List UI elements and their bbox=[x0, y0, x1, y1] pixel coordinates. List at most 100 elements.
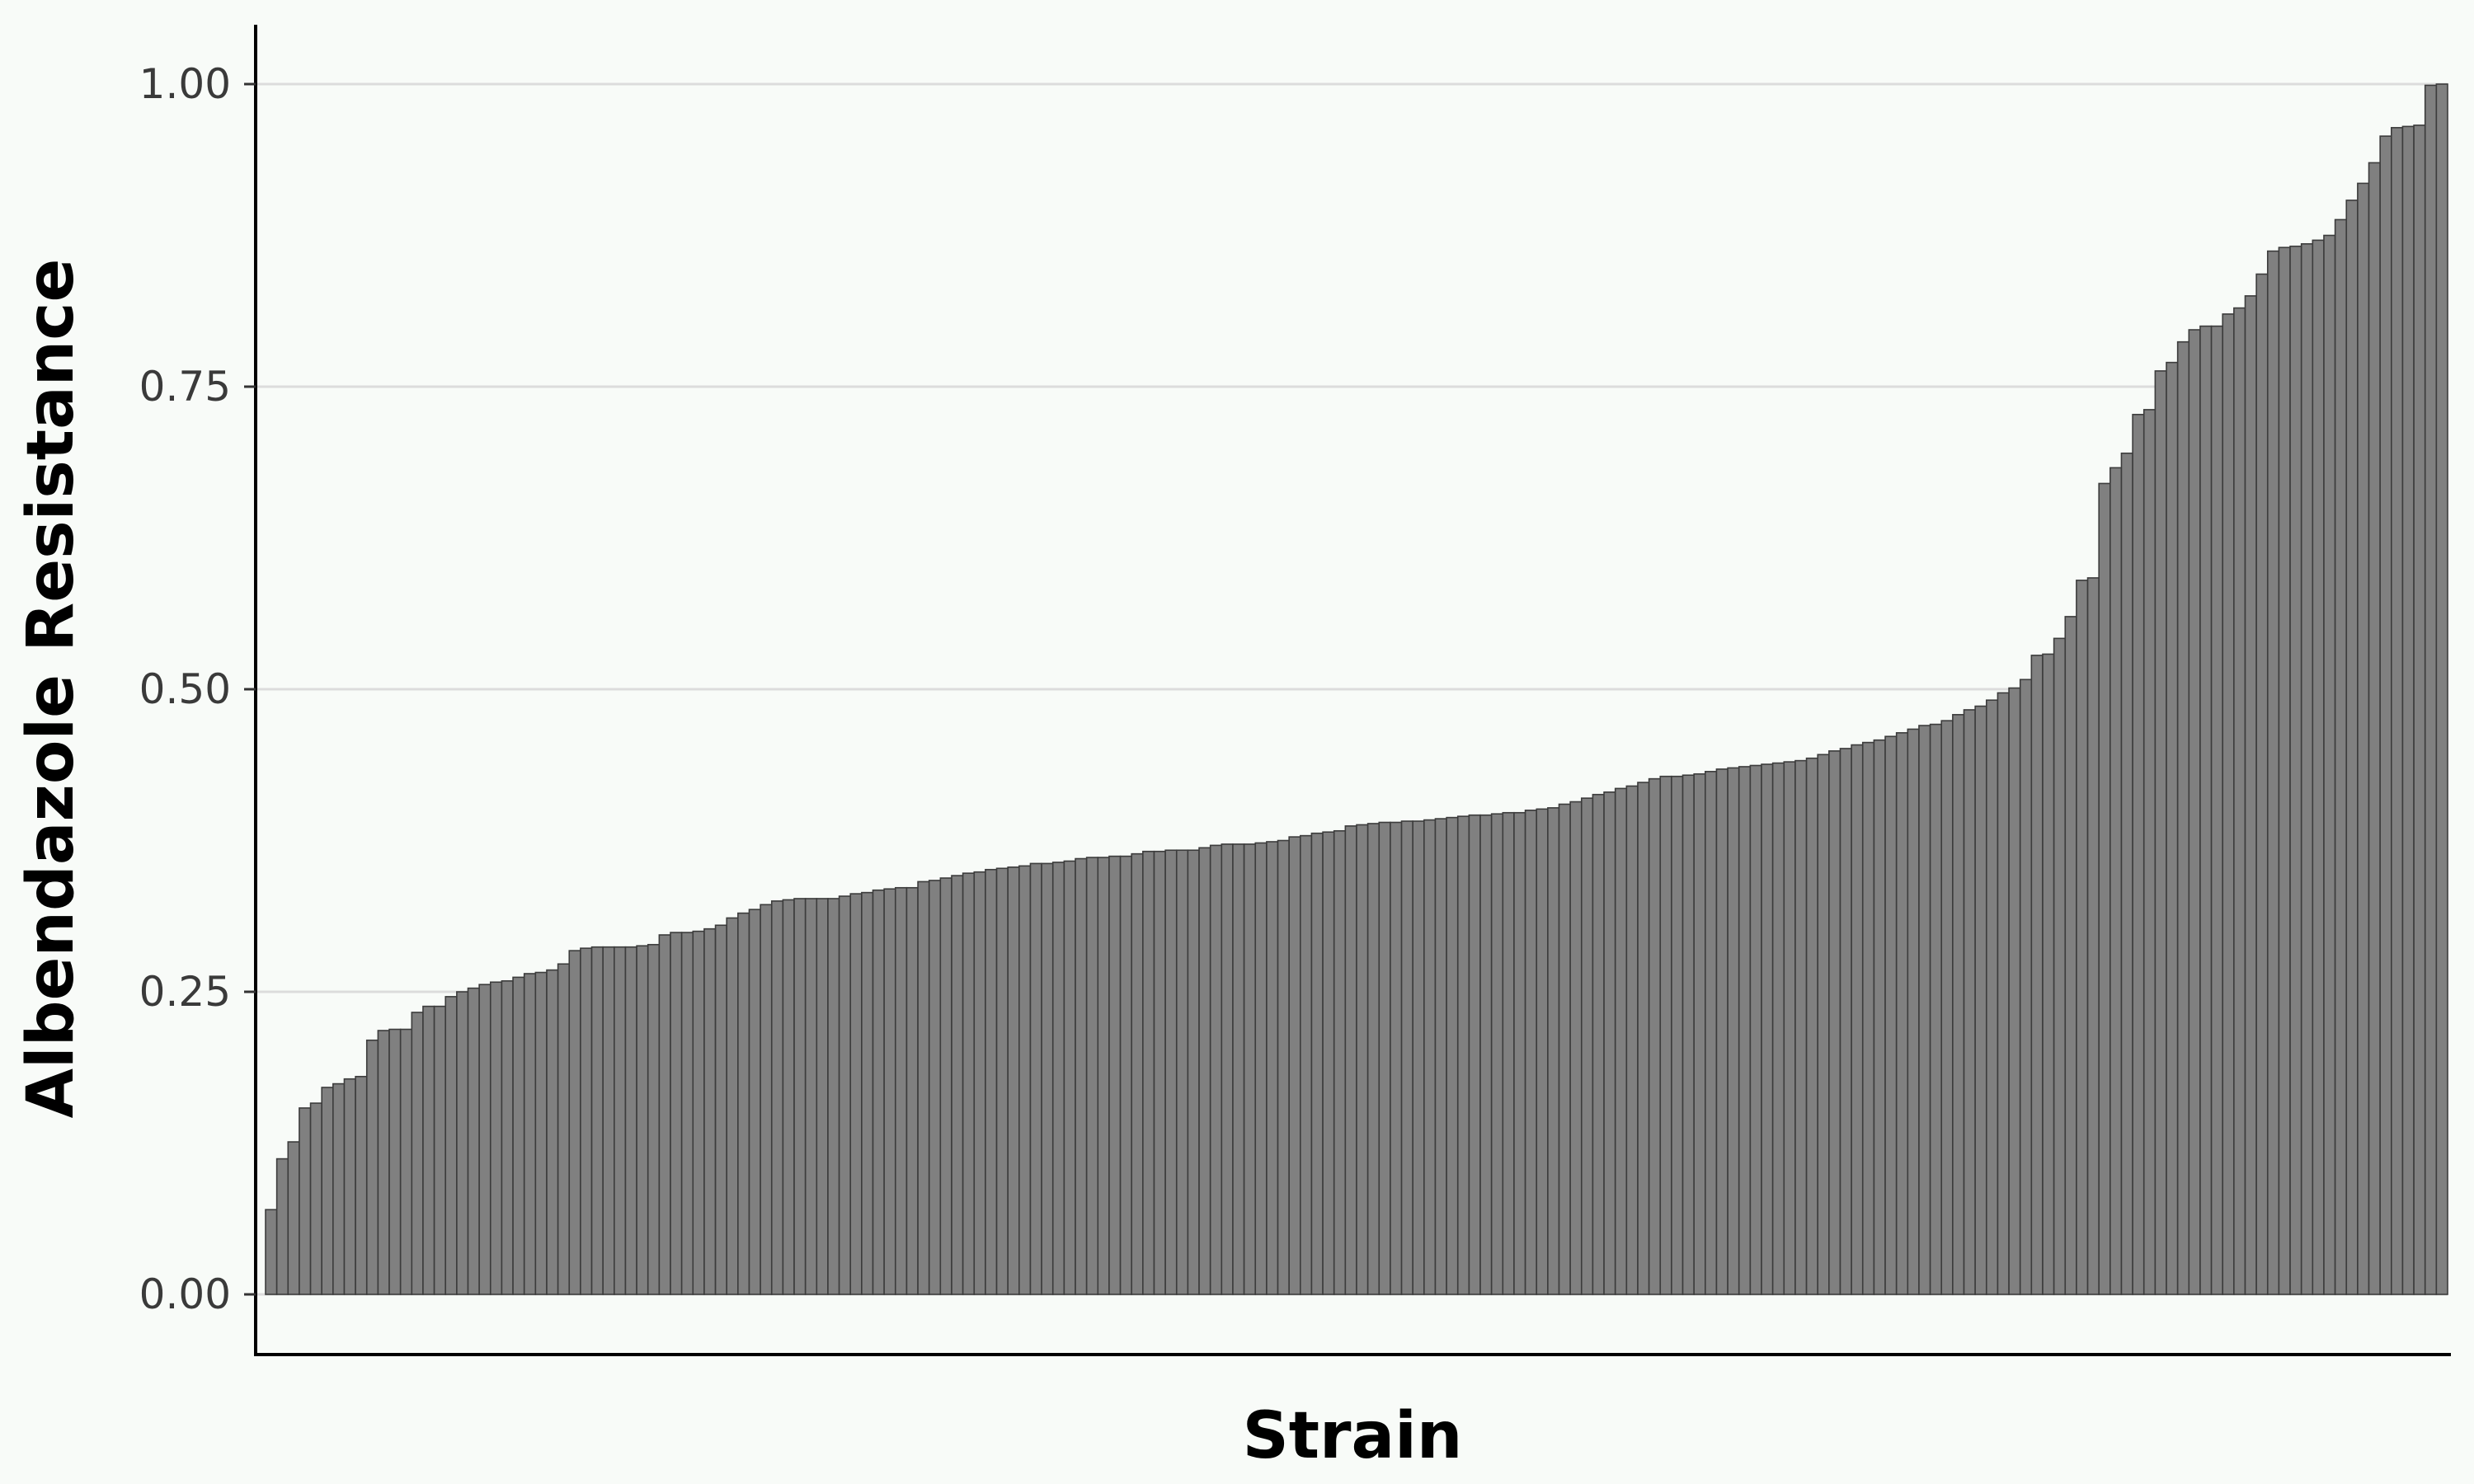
bar bbox=[2278, 247, 2291, 1295]
bar bbox=[2255, 273, 2269, 1295]
bars bbox=[265, 83, 2448, 1295]
bar bbox=[557, 963, 571, 1295]
bar bbox=[1232, 843, 1245, 1295]
bar bbox=[861, 891, 874, 1295]
bar bbox=[1851, 744, 1864, 1295]
bar bbox=[1254, 842, 1268, 1295]
bar bbox=[1209, 844, 1223, 1295]
bar bbox=[2142, 409, 2157, 1295]
bar bbox=[1243, 843, 1257, 1295]
y-tick-label: 0.25 bbox=[139, 968, 231, 1016]
bar bbox=[1929, 723, 1943, 1295]
bar bbox=[928, 880, 942, 1295]
bar bbox=[714, 924, 728, 1295]
bar bbox=[1164, 849, 1178, 1295]
y-tick-label: 0.75 bbox=[139, 363, 231, 411]
bar bbox=[1412, 820, 1425, 1295]
bar bbox=[1918, 725, 1931, 1295]
bar bbox=[1671, 775, 1684, 1295]
bar bbox=[1536, 808, 1549, 1295]
bar bbox=[2188, 329, 2201, 1295]
bar bbox=[1018, 865, 1032, 1295]
y-tick-label: 1.00 bbox=[139, 60, 231, 108]
bar bbox=[287, 1141, 300, 1295]
bar bbox=[1277, 839, 1290, 1295]
bar bbox=[962, 872, 976, 1295]
bar bbox=[872, 889, 885, 1295]
bar bbox=[1715, 768, 1729, 1295]
bar bbox=[1614, 787, 1628, 1295]
bar bbox=[275, 1158, 289, 1295]
bar bbox=[1907, 728, 1920, 1295]
bar bbox=[816, 898, 829, 1295]
bar bbox=[883, 888, 896, 1295]
bar bbox=[2345, 200, 2359, 1295]
bar bbox=[1603, 791, 1616, 1295]
bar bbox=[1131, 852, 1144, 1295]
bar bbox=[1895, 732, 1909, 1295]
bar bbox=[849, 893, 863, 1295]
bar bbox=[534, 971, 548, 1295]
bar bbox=[2312, 239, 2325, 1295]
bar bbox=[1400, 820, 1414, 1295]
bar bbox=[2222, 313, 2235, 1295]
bar bbox=[2008, 687, 2021, 1295]
bar bbox=[2030, 655, 2044, 1295]
bar bbox=[827, 898, 840, 1295]
bar bbox=[1490, 813, 1504, 1295]
bar bbox=[1771, 762, 1785, 1295]
bar bbox=[2357, 182, 2370, 1295]
bar bbox=[2323, 234, 2336, 1295]
bar bbox=[1378, 821, 1391, 1295]
bar bbox=[309, 1102, 322, 1295]
bar bbox=[782, 899, 795, 1295]
bar bbox=[1648, 777, 1662, 1295]
bar bbox=[512, 976, 525, 1295]
bar bbox=[2166, 361, 2179, 1295]
bar bbox=[939, 877, 952, 1295]
bar bbox=[985, 868, 998, 1295]
bar bbox=[1041, 862, 1054, 1295]
bar bbox=[1502, 811, 1515, 1295]
bar bbox=[2120, 452, 2133, 1295]
bar bbox=[299, 1107, 312, 1295]
bar bbox=[1580, 797, 1594, 1295]
bar bbox=[1681, 774, 1695, 1295]
bar bbox=[2368, 162, 2381, 1295]
bar bbox=[265, 1209, 278, 1295]
bar bbox=[1817, 754, 1830, 1295]
bar bbox=[2244, 295, 2257, 1295]
bar bbox=[1175, 849, 1189, 1295]
bar bbox=[2401, 125, 2415, 1295]
bar bbox=[1952, 714, 1965, 1295]
bar bbox=[2064, 616, 2077, 1295]
bar bbox=[614, 946, 627, 1295]
bar bbox=[444, 996, 458, 1295]
bar bbox=[1468, 814, 1481, 1295]
bar bbox=[2019, 679, 2033, 1295]
bar bbox=[332, 1082, 346, 1295]
bar bbox=[2086, 577, 2100, 1295]
bar bbox=[973, 871, 986, 1295]
y-ticks: 0.00 0.25 0.50 0.75 1.00 bbox=[139, 60, 256, 1318]
bar bbox=[2334, 218, 2348, 1295]
bar bbox=[804, 898, 818, 1295]
bar bbox=[2053, 637, 2067, 1295]
bar bbox=[1097, 857, 1110, 1295]
bar bbox=[1063, 860, 1076, 1295]
bar bbox=[2109, 467, 2123, 1295]
bar bbox=[2199, 325, 2213, 1295]
bar bbox=[2424, 84, 2438, 1295]
bar bbox=[2300, 242, 2314, 1295]
bar bbox=[399, 1028, 413, 1295]
bar bbox=[321, 1087, 334, 1295]
bar bbox=[590, 946, 604, 1295]
bar bbox=[2042, 653, 2055, 1295]
bar bbox=[1051, 862, 1065, 1295]
bar bbox=[1479, 814, 1493, 1295]
bar bbox=[1974, 705, 1987, 1295]
bar bbox=[1738, 766, 1752, 1295]
bar bbox=[2233, 307, 2246, 1295]
bar bbox=[1985, 699, 1999, 1295]
